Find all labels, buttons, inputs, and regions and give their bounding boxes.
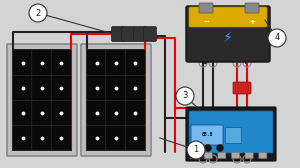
FancyBboxPatch shape — [125, 74, 146, 100]
FancyBboxPatch shape — [245, 153, 253, 158]
FancyBboxPatch shape — [81, 44, 151, 156]
FancyBboxPatch shape — [106, 99, 126, 125]
Text: −: − — [203, 19, 209, 25]
FancyBboxPatch shape — [86, 50, 107, 75]
Text: 4: 4 — [274, 33, 280, 43]
FancyBboxPatch shape — [32, 74, 52, 100]
FancyBboxPatch shape — [13, 50, 33, 75]
FancyBboxPatch shape — [190, 153, 199, 158]
FancyBboxPatch shape — [106, 50, 126, 75]
FancyBboxPatch shape — [232, 153, 239, 158]
Circle shape — [268, 29, 286, 47]
FancyBboxPatch shape — [51, 50, 71, 75]
FancyBboxPatch shape — [86, 124, 107, 151]
FancyBboxPatch shape — [86, 99, 107, 125]
Bar — [12, 49, 72, 151]
FancyBboxPatch shape — [134, 27, 146, 41]
FancyBboxPatch shape — [32, 50, 52, 75]
FancyBboxPatch shape — [32, 99, 52, 125]
FancyBboxPatch shape — [245, 3, 259, 13]
FancyBboxPatch shape — [125, 99, 146, 125]
Circle shape — [205, 144, 212, 152]
FancyBboxPatch shape — [51, 74, 71, 100]
FancyBboxPatch shape — [13, 74, 33, 100]
FancyBboxPatch shape — [125, 50, 146, 75]
FancyBboxPatch shape — [143, 27, 157, 41]
FancyBboxPatch shape — [13, 124, 33, 151]
FancyBboxPatch shape — [51, 99, 71, 125]
FancyBboxPatch shape — [112, 27, 124, 41]
Text: +: + — [249, 19, 255, 25]
Circle shape — [193, 144, 200, 152]
Circle shape — [29, 4, 47, 22]
FancyBboxPatch shape — [13, 99, 33, 125]
FancyBboxPatch shape — [189, 7, 267, 27]
Text: 3: 3 — [182, 92, 188, 100]
FancyBboxPatch shape — [199, 3, 213, 13]
FancyBboxPatch shape — [32, 124, 52, 151]
FancyBboxPatch shape — [7, 44, 77, 156]
FancyBboxPatch shape — [204, 153, 212, 158]
FancyBboxPatch shape — [233, 82, 251, 94]
FancyBboxPatch shape — [186, 107, 276, 161]
FancyBboxPatch shape — [186, 6, 270, 62]
FancyBboxPatch shape — [125, 124, 146, 151]
FancyBboxPatch shape — [122, 27, 134, 41]
Text: 2: 2 — [35, 9, 40, 17]
Circle shape — [217, 144, 224, 152]
Text: ⚡: ⚡ — [223, 31, 233, 45]
FancyBboxPatch shape — [225, 127, 241, 143]
Bar — [86, 49, 146, 151]
FancyBboxPatch shape — [106, 124, 126, 151]
FancyBboxPatch shape — [51, 124, 71, 151]
FancyBboxPatch shape — [86, 74, 107, 100]
Circle shape — [176, 87, 194, 105]
Text: 1: 1 — [194, 145, 199, 155]
FancyBboxPatch shape — [191, 125, 223, 145]
FancyBboxPatch shape — [106, 74, 126, 100]
Text: 88.8: 88.8 — [201, 132, 213, 136]
Circle shape — [187, 141, 205, 159]
FancyBboxPatch shape — [189, 111, 273, 153]
FancyBboxPatch shape — [218, 153, 226, 158]
FancyBboxPatch shape — [259, 153, 267, 158]
